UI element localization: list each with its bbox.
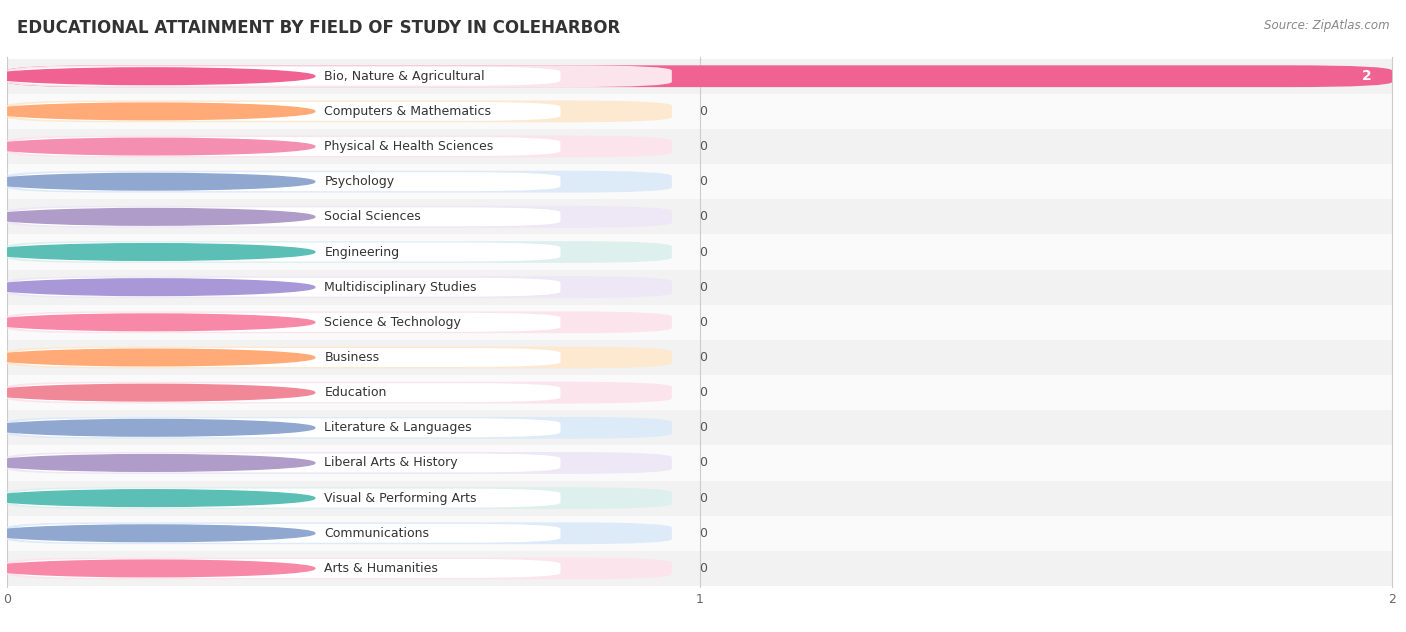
Bar	[7, 59, 1392, 94]
Circle shape	[0, 68, 315, 85]
Text: 0: 0	[700, 140, 707, 153]
Bar	[7, 129, 1392, 164]
Bar	[7, 270, 1392, 305]
Bar	[7, 94, 1392, 129]
Text: 0: 0	[700, 351, 707, 364]
FancyBboxPatch shape	[15, 418, 561, 437]
Circle shape	[0, 173, 315, 190]
FancyBboxPatch shape	[7, 100, 672, 122]
FancyBboxPatch shape	[7, 487, 672, 509]
Text: Psychology: Psychology	[325, 175, 395, 188]
Circle shape	[0, 209, 315, 225]
Text: 0: 0	[700, 175, 707, 188]
Circle shape	[0, 384, 315, 401]
FancyBboxPatch shape	[7, 136, 672, 157]
FancyBboxPatch shape	[15, 383, 561, 402]
FancyBboxPatch shape	[7, 206, 672, 228]
FancyBboxPatch shape	[15, 172, 561, 191]
FancyBboxPatch shape	[7, 382, 672, 404]
Text: 0: 0	[700, 316, 707, 329]
Text: Arts & Humanities: Arts & Humanities	[325, 562, 439, 575]
Bar	[7, 446, 1392, 480]
Circle shape	[0, 525, 315, 542]
Text: Source: ZipAtlas.com: Source: ZipAtlas.com	[1264, 19, 1389, 32]
FancyBboxPatch shape	[7, 557, 672, 580]
FancyBboxPatch shape	[15, 489, 561, 507]
FancyBboxPatch shape	[15, 67, 561, 86]
Text: Literature & Languages: Literature & Languages	[325, 422, 472, 434]
Text: EDUCATIONAL ATTAINMENT BY FIELD OF STUDY IN COLEHARBOR: EDUCATIONAL ATTAINMENT BY FIELD OF STUDY…	[17, 19, 620, 37]
Text: Multidisciplinary Studies: Multidisciplinary Studies	[325, 281, 477, 294]
Text: Communications: Communications	[325, 526, 429, 540]
FancyBboxPatch shape	[7, 171, 672, 193]
FancyBboxPatch shape	[15, 453, 561, 473]
FancyBboxPatch shape	[7, 65, 1392, 87]
Bar	[7, 305, 1392, 340]
FancyBboxPatch shape	[7, 276, 672, 298]
Text: 0: 0	[700, 281, 707, 294]
Text: Business: Business	[325, 351, 380, 364]
Circle shape	[0, 560, 315, 577]
Text: Science & Technology: Science & Technology	[325, 316, 461, 329]
Text: Social Sciences: Social Sciences	[325, 210, 422, 223]
FancyBboxPatch shape	[7, 346, 672, 368]
FancyBboxPatch shape	[15, 243, 561, 262]
Bar	[7, 480, 1392, 516]
Bar	[7, 234, 1392, 270]
Text: 2: 2	[1361, 70, 1371, 83]
Text: Education: Education	[325, 386, 387, 399]
Text: 0: 0	[700, 210, 707, 223]
FancyBboxPatch shape	[15, 559, 561, 578]
Bar	[7, 340, 1392, 375]
Text: 0: 0	[700, 456, 707, 470]
Bar	[7, 164, 1392, 199]
Text: Physical & Health Sciences: Physical & Health Sciences	[325, 140, 494, 153]
FancyBboxPatch shape	[7, 523, 672, 544]
Circle shape	[0, 490, 315, 506]
Text: 0: 0	[700, 105, 707, 118]
Bar	[7, 375, 1392, 410]
Text: Visual & Performing Arts: Visual & Performing Arts	[325, 492, 477, 504]
Bar	[7, 516, 1392, 551]
Circle shape	[0, 349, 315, 366]
FancyBboxPatch shape	[7, 452, 672, 474]
Text: Liberal Arts & History: Liberal Arts & History	[325, 456, 458, 470]
Text: Computers & Mathematics: Computers & Mathematics	[325, 105, 492, 118]
Circle shape	[0, 103, 315, 119]
Text: 0: 0	[700, 562, 707, 575]
Text: 0: 0	[700, 492, 707, 504]
FancyBboxPatch shape	[15, 348, 561, 367]
Text: 0: 0	[700, 422, 707, 434]
FancyBboxPatch shape	[15, 207, 561, 226]
Text: 0: 0	[700, 245, 707, 258]
FancyBboxPatch shape	[7, 417, 672, 439]
Circle shape	[0, 244, 315, 260]
Bar	[7, 410, 1392, 446]
Text: 0: 0	[700, 386, 707, 399]
Circle shape	[0, 314, 315, 331]
Circle shape	[0, 138, 315, 155]
Circle shape	[0, 279, 315, 296]
Bar	[7, 551, 1392, 586]
FancyBboxPatch shape	[15, 277, 561, 296]
FancyBboxPatch shape	[7, 312, 672, 333]
Bar	[7, 199, 1392, 234]
FancyBboxPatch shape	[15, 524, 561, 543]
FancyBboxPatch shape	[15, 313, 561, 332]
FancyBboxPatch shape	[7, 241, 672, 263]
FancyBboxPatch shape	[15, 102, 561, 121]
Text: Engineering: Engineering	[325, 245, 399, 258]
Text: Bio, Nature & Agricultural: Bio, Nature & Agricultural	[325, 70, 485, 83]
FancyBboxPatch shape	[15, 137, 561, 156]
Circle shape	[0, 454, 315, 471]
Text: 0: 0	[700, 526, 707, 540]
Circle shape	[0, 420, 315, 436]
FancyBboxPatch shape	[7, 65, 672, 87]
